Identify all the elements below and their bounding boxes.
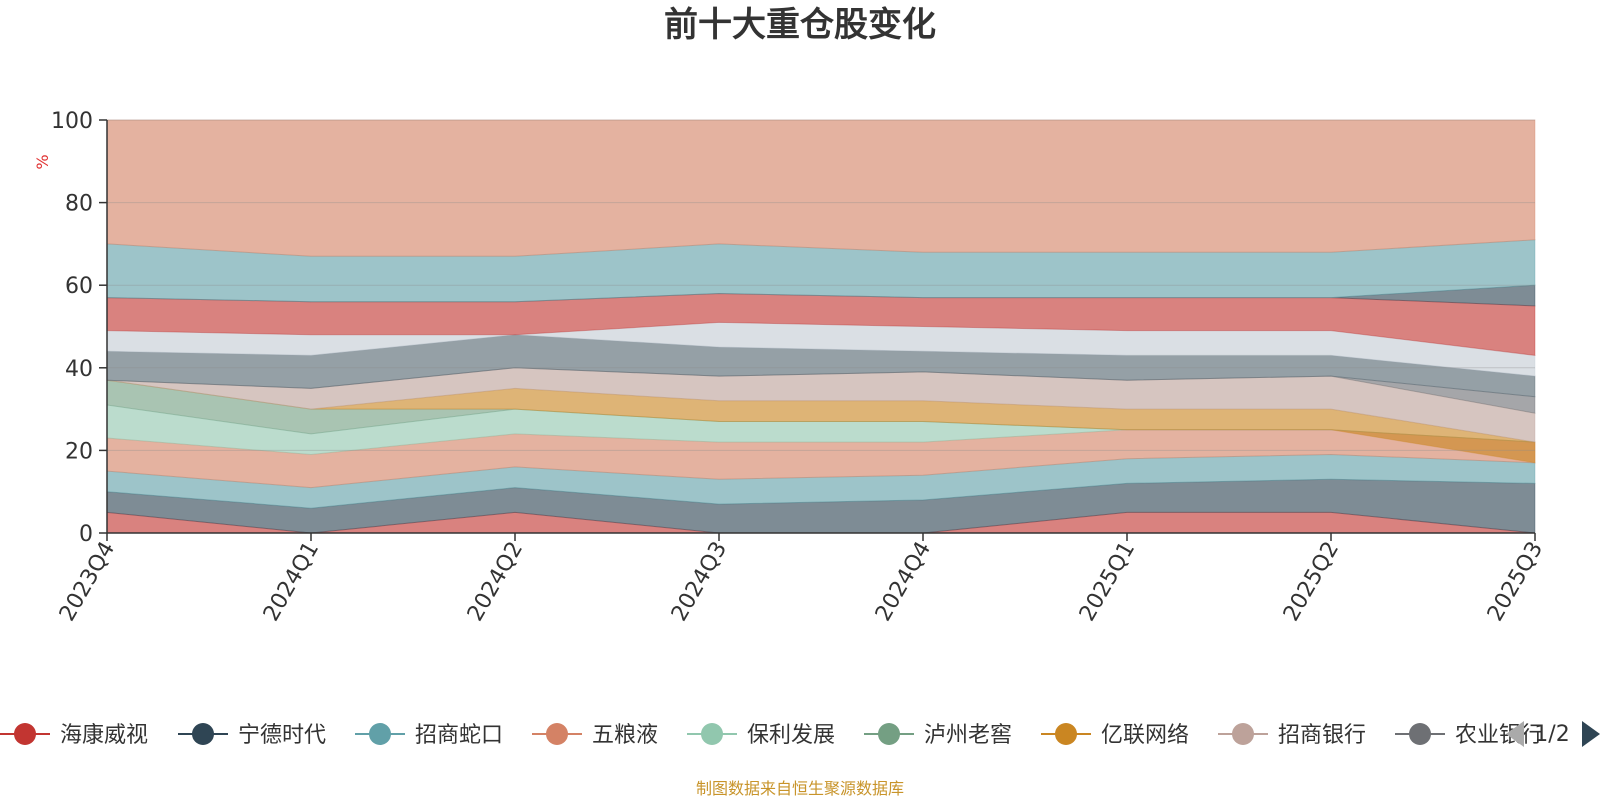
- legend-item[interactable]: 五粮液: [532, 723, 658, 748]
- legend-marker-icon: [1055, 723, 1077, 745]
- legend-item[interactable]: 招商银行: [1218, 723, 1366, 748]
- gridlines: [107, 119, 1535, 451]
- legend-page-indicator: 1/2: [1534, 722, 1569, 747]
- legend-item[interactable]: 农业银行: [1395, 723, 1543, 748]
- y-tick-label: 80: [65, 192, 93, 217]
- legend-label: 亿联网络: [1101, 723, 1189, 748]
- legend-next-page-icon[interactable]: [1582, 721, 1600, 747]
- legend-marker-icon: [192, 723, 214, 745]
- legend-marker-icon: [1409, 723, 1431, 745]
- x-tick-label: 2025Q3: [1483, 538, 1548, 626]
- legend-item[interactable]: 海康威视: [0, 723, 148, 748]
- legend-item[interactable]: 招商蛇口: [355, 723, 503, 748]
- x-tick-label: 2025Q2: [1279, 538, 1344, 626]
- y-tick-label: 100: [51, 109, 93, 134]
- x-tick-label: 2024Q1: [259, 538, 324, 626]
- legend-label: 五粮液: [592, 723, 658, 748]
- area-series-8[interactable]: [106, 367, 1536, 443]
- legend-item[interactable]: 亿联网络: [1041, 723, 1189, 748]
- x-tick-label: 2025Q1: [1075, 538, 1140, 626]
- legend-item[interactable]: 宁德时代: [178, 723, 326, 748]
- x-tick-label: 2024Q3: [667, 538, 732, 626]
- legend: 海康威视 宁德时代 招商蛇口 五粮液 保利发展 泸州老窖 亿联网络 招商银行 农业银行: [0, 723, 1543, 748]
- x-tick-label: 2023Q4: [55, 538, 120, 626]
- y-tick-label: 60: [65, 274, 93, 299]
- legend-marker-icon: [701, 723, 723, 745]
- y-tick-label: 20: [65, 439, 93, 464]
- legend-label: 农业银行: [1455, 723, 1543, 748]
- plot-area: [106, 119, 1536, 534]
- y-tick-label: 40: [65, 357, 93, 382]
- legend-item[interactable]: 保利发展: [687, 723, 835, 748]
- legend-label: 泸州老窖: [924, 723, 1012, 748]
- legend-label: 招商蛇口: [415, 723, 503, 748]
- legend-marker-icon: [1232, 723, 1254, 745]
- x-tick-label: 2024Q4: [871, 538, 936, 626]
- area-series-15[interactable]: [106, 119, 1536, 257]
- y-tick-label: 0: [79, 522, 93, 547]
- legend-marker-icon: [546, 723, 568, 745]
- data-source-footer: 制图数据来自恒生聚源数据库: [696, 779, 904, 798]
- legend-marker-icon: [878, 723, 900, 745]
- legend-label: 招商银行: [1278, 723, 1366, 748]
- legend-pager: 1/2: [1506, 721, 1600, 747]
- legend-prev-page-icon[interactable]: [1506, 721, 1524, 747]
- legend-label: 海康威视: [60, 723, 148, 748]
- legend-label: 保利发展: [747, 723, 835, 748]
- legend-marker-icon: [14, 723, 36, 745]
- legend-item[interactable]: 泸州老窖: [864, 723, 1012, 748]
- y-axis-unit: %: [33, 154, 52, 169]
- legend-label: 宁德时代: [238, 723, 326, 748]
- chart-title: 前十大重仓股变化: [664, 5, 936, 45]
- x-tick-label: 2024Q2: [463, 538, 528, 626]
- legend-marker-icon: [369, 723, 391, 745]
- area-series-9[interactable]: [106, 367, 1536, 414]
